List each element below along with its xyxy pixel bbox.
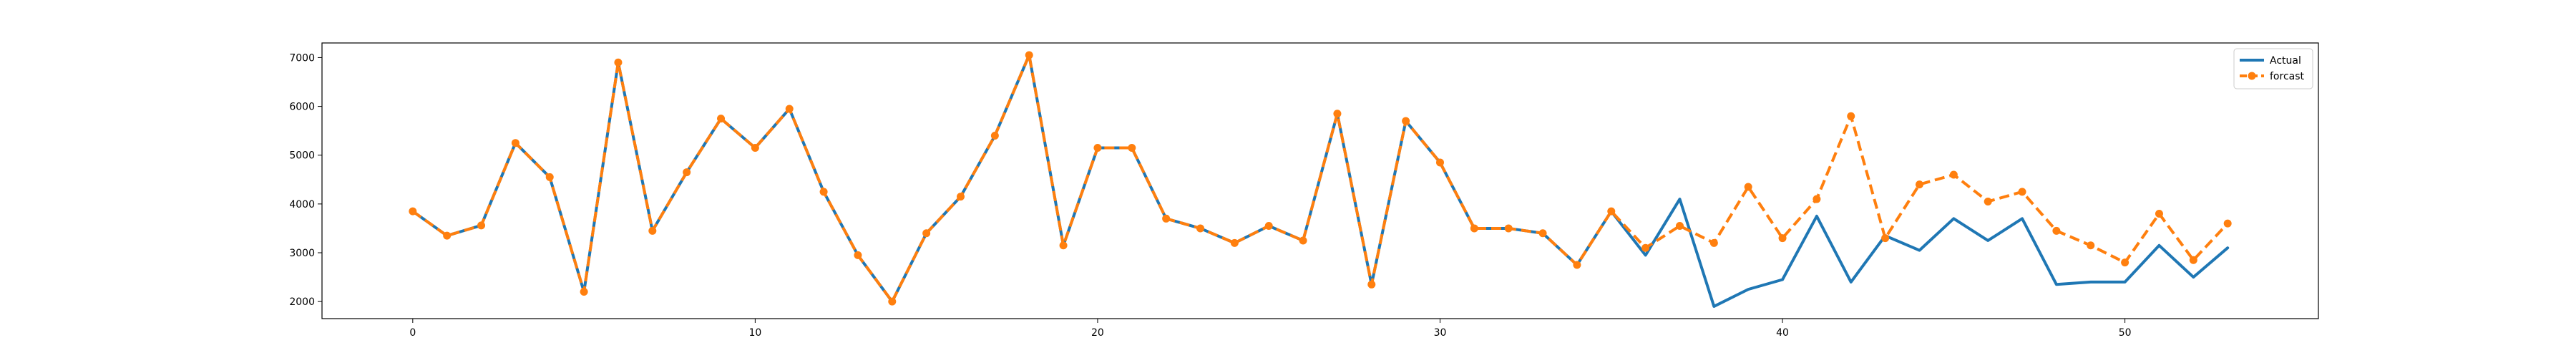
- data-point-forcast: [1573, 261, 1581, 269]
- data-point-forcast: [648, 226, 657, 235]
- data-point-forcast: [1162, 214, 1171, 223]
- data-point-forcast: [443, 231, 452, 240]
- data-point-forcast: [2121, 258, 2129, 267]
- data-point-forcast: [2087, 241, 2095, 250]
- data-point-forcast: [2155, 209, 2163, 218]
- legend-label: forcast: [2270, 71, 2305, 82]
- data-point-forcast: [1025, 51, 1033, 59]
- data-point-forcast: [922, 229, 931, 238]
- data-point-forcast: [854, 251, 862, 259]
- data-point-forcast: [1059, 241, 1068, 250]
- y-tick-label: 7000: [289, 52, 315, 64]
- data-point-forcast: [2223, 219, 2232, 228]
- data-point-forcast: [1778, 234, 1787, 243]
- x-tick-label: 30: [1434, 327, 1447, 339]
- x-tick-label: 0: [409, 327, 416, 339]
- y-tick-label: 6000: [289, 102, 315, 113]
- data-point-forcast: [1709, 238, 1718, 247]
- data-point-forcast: [1847, 112, 1855, 120]
- data-point-forcast: [1881, 234, 1890, 243]
- axis-ticks: 0 10 20 30 40 50 2000 3000 4000 5000 6000 7000: [289, 52, 2131, 339]
- data-point-forcast: [1949, 170, 1958, 179]
- data-point-forcast: [1093, 144, 1102, 153]
- data-point-forcast: [1333, 110, 1342, 118]
- data-point-forcast: [717, 115, 726, 123]
- data-point-forcast: [1538, 229, 1547, 238]
- data-point-forcast: [1367, 280, 1376, 289]
- data-point-forcast: [1299, 236, 1307, 245]
- data-point-forcast: [511, 139, 519, 147]
- data-point-forcast: [1744, 183, 1752, 191]
- data-point-forcast: [2052, 226, 2061, 235]
- x-tick-label: 40: [1776, 327, 1789, 339]
- data-point-forcast: [785, 105, 794, 113]
- y-tick-label: 2000: [289, 296, 315, 308]
- data-point-forcast: [1402, 117, 1410, 125]
- data-point-forcast: [2018, 188, 2026, 196]
- x-tick-label: 10: [748, 327, 761, 339]
- data-point-forcast: [1470, 224, 1478, 233]
- data-point-forcast: [990, 131, 999, 140]
- series-line-forcast: [411, 54, 2229, 304]
- y-tick-label: 4000: [289, 199, 315, 211]
- data-point-forcast: [477, 221, 486, 230]
- data-point-forcast: [1128, 144, 1136, 153]
- data-point-forcast: [1230, 238, 1239, 247]
- x-tick-label: 50: [2119, 327, 2132, 339]
- x-tick-label: 20: [1091, 327, 1104, 339]
- legend: Actual forcast: [2233, 48, 2313, 90]
- plot-frame: [321, 42, 2319, 319]
- data-point-forcast: [957, 193, 965, 201]
- data-point-forcast: [409, 207, 417, 216]
- data-point-forcast: [1641, 243, 1650, 252]
- data-point-forcast: [2189, 256, 2197, 264]
- data-point-forcast: [1813, 195, 1821, 203]
- data-point-forcast: [683, 168, 691, 177]
- data-point-forcast: [545, 173, 554, 181]
- series-layer: [409, 51, 2232, 308]
- data-point-forcast: [1984, 197, 1992, 205]
- data-point-forcast: [751, 144, 759, 153]
- data-point-forcast: [1915, 180, 1923, 189]
- data-point-forcast: [1196, 224, 1205, 233]
- data-point-forcast: [1435, 158, 1444, 167]
- data-point-forcast: [1675, 222, 1684, 231]
- data-point-forcast: [819, 188, 828, 196]
- data-point-forcast: [1264, 222, 1273, 231]
- y-tick-label: 5000: [289, 150, 315, 162]
- data-point-forcast: [1607, 207, 1616, 216]
- data-point-forcast: [580, 288, 588, 296]
- data-point-forcast: [888, 297, 897, 306]
- legend-label: Actual: [2270, 55, 2301, 67]
- legend-marker: [2248, 72, 2256, 80]
- data-point-forcast: [1504, 224, 1513, 233]
- data-point-forcast: [614, 58, 623, 67]
- y-tick-label: 3000: [289, 248, 315, 259]
